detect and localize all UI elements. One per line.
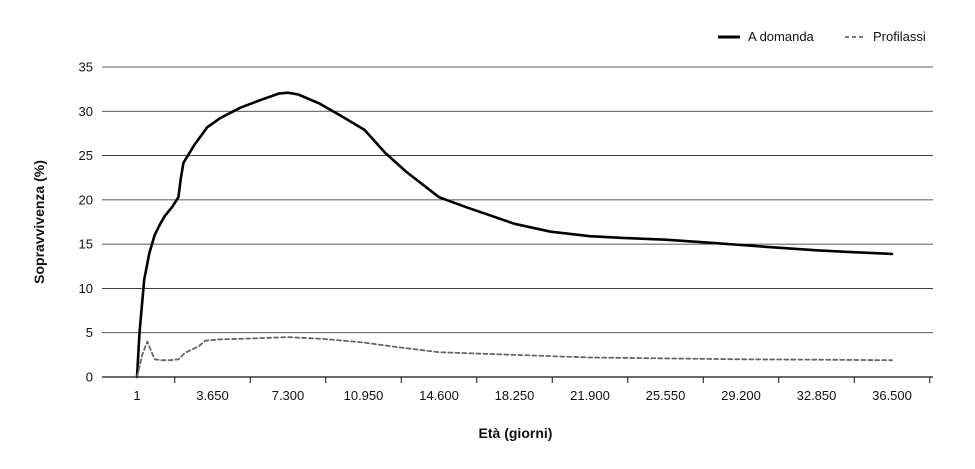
y-tick-label: 25 <box>79 148 93 163</box>
x-tick-label: 14.600 <box>419 388 459 403</box>
x-tick-label: 25.550 <box>646 388 686 403</box>
legend-label-profilassi: Profilassi <box>873 29 926 44</box>
y-tick-label: 5 <box>86 325 93 340</box>
x-tick-label: 3.650 <box>196 388 229 403</box>
y-tick-label: 20 <box>79 192 93 207</box>
y-tick-label: 15 <box>79 237 93 252</box>
y-axis-title: Sopravvivenza (%) <box>31 160 47 284</box>
legend-label-a-domanda: A domanda <box>748 29 815 44</box>
x-axis-title: Età (giorni) <box>479 425 553 441</box>
x-tick-label: 36.500 <box>872 388 912 403</box>
series-lines <box>135 91 894 379</box>
y-tick-label: 35 <box>79 60 93 75</box>
x-axis-ticks: 1 3.650 7.300 10.950 14.600 18.250 21.900 25.55… <box>133 377 931 403</box>
y-tick-label: 0 <box>86 370 93 385</box>
x-tick-label: 32.850 <box>797 388 837 403</box>
x-tick-label: 1 <box>133 388 140 403</box>
y-axis-ticks: 0 5 10 15 20 25 30 35 <box>79 60 93 385</box>
x-tick-label: 21.900 <box>570 388 610 403</box>
legend: A domanda Profilassi <box>718 29 926 44</box>
series-line-a-domanda <box>135 91 894 379</box>
x-tick-label: 10.950 <box>344 388 384 403</box>
x-tick-label: 7.300 <box>272 388 305 403</box>
y-tick-label: 10 <box>79 281 93 296</box>
x-tick-label: 18.250 <box>495 388 535 403</box>
series-line-profilassi <box>136 336 893 378</box>
grid-lines <box>102 66 933 334</box>
x-tick-label: 29.200 <box>721 388 761 403</box>
y-tick-label: 30 <box>79 104 93 119</box>
